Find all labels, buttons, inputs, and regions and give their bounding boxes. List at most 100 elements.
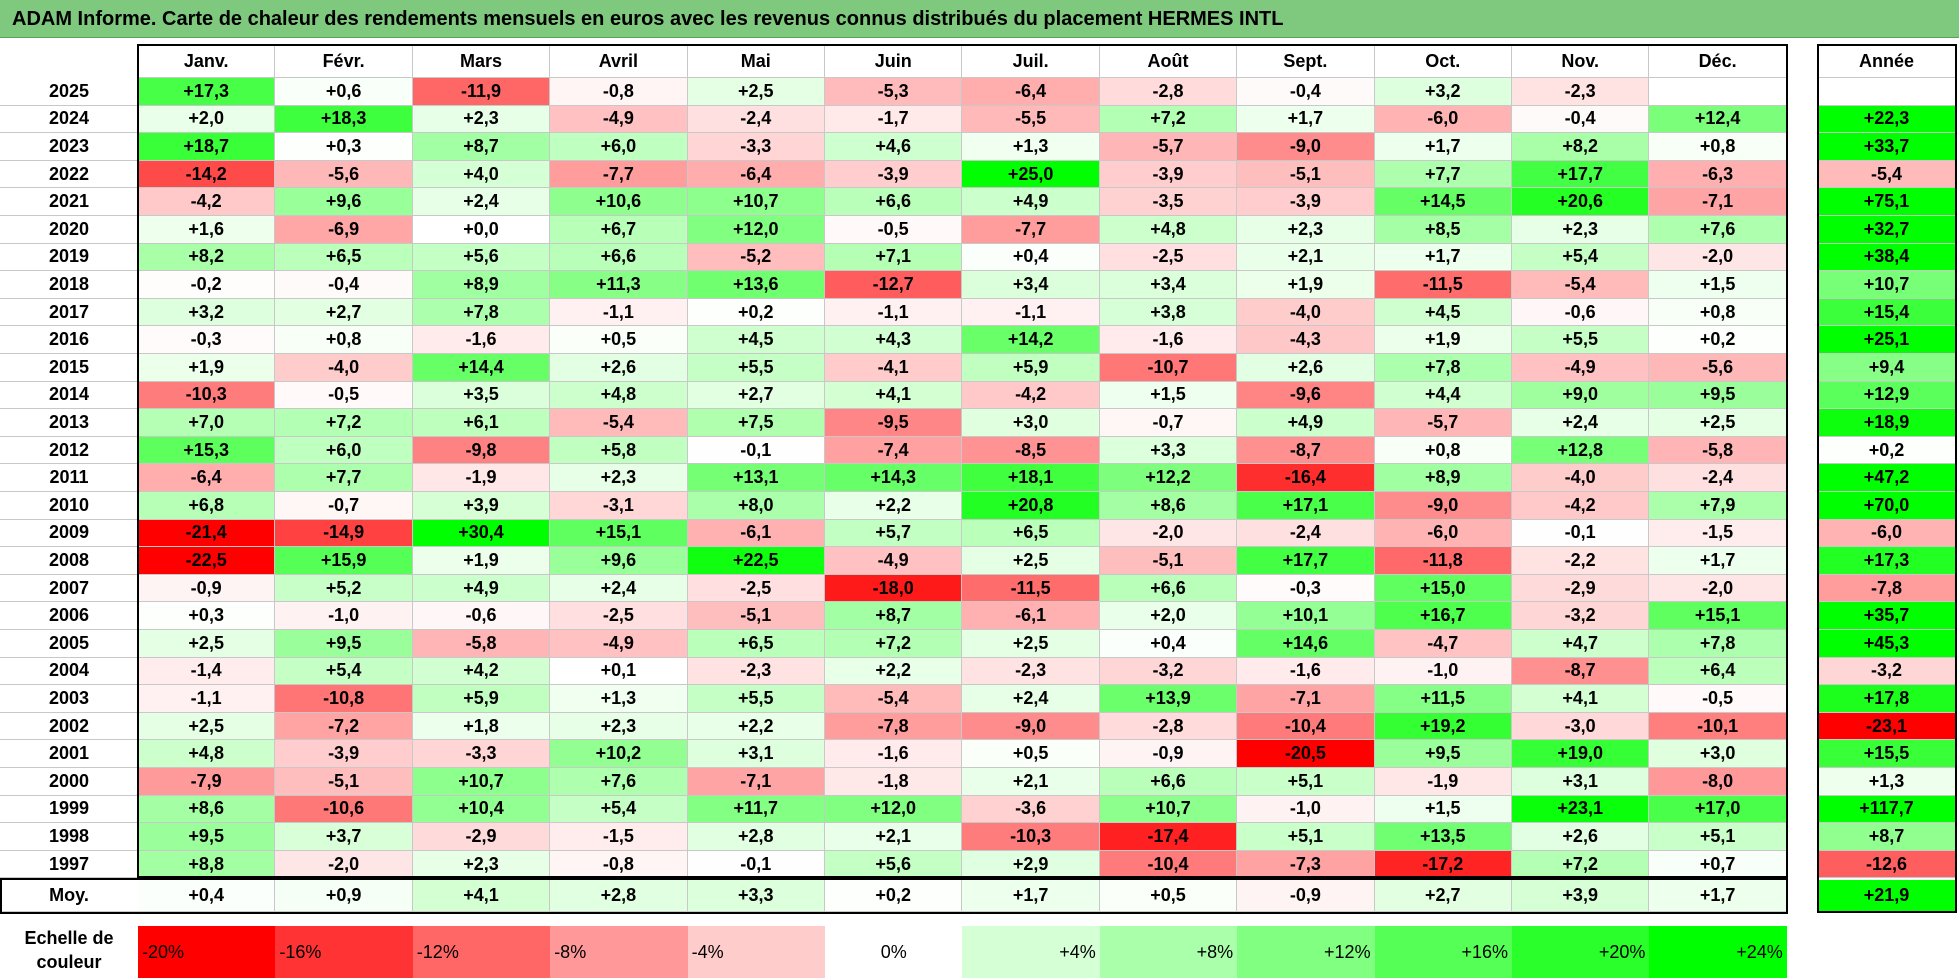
heatmap-cell: -8,5	[962, 436, 1100, 465]
annual-average-cell: +21,9	[1818, 880, 1956, 913]
heatmap-cell: -1,1	[962, 298, 1100, 327]
annual-cell: +33,7	[1818, 133, 1956, 161]
heatmap-cell: +12,8	[1512, 436, 1650, 465]
heatmap-cell: +9,5	[1374, 740, 1512, 768]
heatmap-cell: -10,3	[962, 823, 1100, 851]
heatmap-cell: +6,0	[550, 133, 688, 161]
heatmap-cell: +0,1	[550, 657, 688, 686]
heatmap-cell: -7,1	[1237, 685, 1375, 713]
heatmap-cell: -0,5	[1649, 685, 1787, 713]
month-header: Mars	[412, 46, 551, 78]
heatmap-cell: -9,0	[1237, 133, 1375, 161]
heatmap-cell: +18,1	[962, 464, 1100, 492]
heatmap-cell: -1,6	[1099, 326, 1238, 354]
average-cell: +0,9	[275, 880, 413, 913]
heatmap-cell: +4,1	[1512, 685, 1650, 713]
annual-cell: +0,2	[1818, 436, 1956, 465]
annual-cell	[1818, 78, 1956, 106]
annual-cell: +70,0	[1818, 492, 1956, 520]
month-header: Sept.	[1237, 46, 1375, 78]
annual-cell: +45,3	[1818, 630, 1956, 658]
heatmap-cell: +10,7	[687, 188, 825, 216]
heatmap-cell: -2,4	[1649, 464, 1787, 492]
heatmap-cell: -10,7	[1099, 354, 1238, 382]
heatmap-cell: +3,0	[1649, 740, 1787, 768]
heatmap-cell: +16,7	[1374, 602, 1512, 630]
scale-swatch: +24%	[1649, 926, 1787, 978]
annual-cell: +12,9	[1818, 381, 1956, 410]
heatmap-cell: +10,1	[1237, 602, 1375, 630]
heatmap-cell: +3,7	[275, 823, 413, 851]
month-header: Nov.	[1512, 46, 1650, 78]
heatmap-cell: +5,4	[275, 657, 413, 686]
heatmap-cell: +4,9	[962, 188, 1100, 216]
heatmap-cell: +4,8	[138, 740, 276, 768]
heatmap-cell: +1,7	[1649, 547, 1787, 575]
heatmap-cell: +13,5	[1374, 823, 1512, 851]
heatmap-cell: +3,9	[412, 492, 551, 520]
heatmap-cell: +1,5	[1099, 381, 1238, 410]
year-label: 2008	[0, 547, 138, 575]
month-header: Mai	[687, 46, 825, 78]
heatmap-cell: -2,3	[1512, 78, 1650, 106]
heatmap-cell: +6,5	[275, 243, 413, 272]
heatmap-cell: +7,9	[1649, 492, 1787, 520]
heatmap-cell: +4,8	[1099, 216, 1238, 244]
heatmap-cell: -17,2	[1374, 850, 1512, 879]
heatmap-cell: -2,0	[1649, 574, 1787, 603]
average-cell: +3,9	[1512, 880, 1650, 913]
heatmap-cell: +1,9	[138, 354, 276, 382]
heatmap-cell: +8,0	[687, 492, 825, 520]
annual-cell: -5,4	[1818, 160, 1956, 189]
heatmap-cell: +7,6	[550, 768, 688, 796]
heatmap-cell: +2,4	[1512, 409, 1650, 437]
heatmap-cell: -3,5	[1099, 188, 1238, 216]
heatmap-cell: +5,1	[1237, 823, 1375, 851]
heatmap-cell: -11,8	[1374, 547, 1512, 575]
heatmap-cell: -4,0	[275, 354, 413, 382]
annual-cell: +17,8	[1818, 685, 1956, 713]
heatmap-cell: +10,6	[550, 188, 688, 216]
average-cell: +0,5	[1099, 880, 1238, 913]
heatmap-cell: +9,6	[275, 188, 413, 216]
year-label: 2013	[0, 409, 138, 437]
heatmap-cell: +1,7	[1374, 133, 1512, 161]
year-label: 1997	[0, 850, 138, 879]
heatmap-cell: -22,5	[138, 547, 276, 575]
heatmap-cell: +12,0	[687, 216, 825, 244]
heatmap-cell: +5,8	[550, 436, 688, 465]
heatmap-cell: +4,5	[1374, 298, 1512, 327]
annual-cell: +9,4	[1818, 354, 1956, 382]
heatmap-cell: -18,0	[825, 574, 963, 603]
annual-cell: +15,4	[1818, 298, 1956, 327]
heatmap-cell: +7,8	[1649, 630, 1787, 658]
heatmap-cell: -1,0	[275, 602, 413, 630]
heatmap-cell: +15,1	[550, 519, 688, 548]
annual-cell: +38,4	[1818, 243, 1956, 272]
heatmap-cell: -7,4	[825, 436, 963, 465]
heatmap-cell: -5,4	[550, 409, 688, 437]
annual-cell: +18,9	[1818, 409, 1956, 437]
heatmap-cell: -5,3	[825, 78, 963, 106]
month-header: Oct.	[1374, 46, 1512, 78]
heatmap-cell: -11,5	[1374, 271, 1512, 299]
heatmap-cell: +1,7	[1237, 105, 1375, 134]
scale-swatch: -20%	[138, 926, 276, 978]
heatmap-cell: +5,5	[1512, 326, 1650, 354]
year-label: 2024	[0, 105, 138, 134]
heatmap-cell: -5,7	[1374, 409, 1512, 437]
heatmap-cell: -0,3	[138, 326, 276, 354]
heatmap-cell: +2,3	[412, 850, 551, 879]
title-bar: ADAM Informe. Carte de chaleur des rende…	[0, 0, 1959, 38]
annual-cell: +75,1	[1818, 188, 1956, 216]
year-label: 2019	[0, 243, 138, 272]
heatmap-cell: +8,9	[412, 271, 551, 299]
heatmap-cell: +8,8	[138, 850, 276, 879]
heatmap-cell: +6,1	[412, 409, 551, 437]
heatmap-cell: +12,0	[825, 795, 963, 824]
year-label: 1998	[0, 823, 138, 851]
heatmap-cell: +7,5	[687, 409, 825, 437]
heatmap-cell: +2,6	[550, 354, 688, 382]
scale-label: Echelle de couleur	[24, 928, 114, 972]
heatmap-cell: -7,8	[825, 712, 963, 741]
